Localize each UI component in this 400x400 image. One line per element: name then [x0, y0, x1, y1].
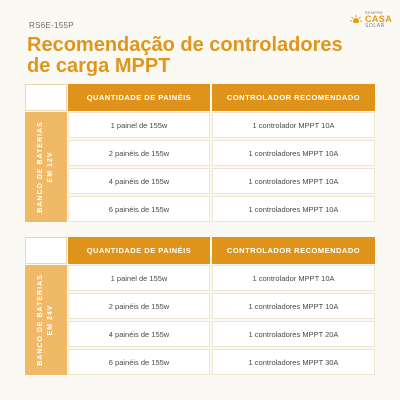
logo-brand-text: CASA	[365, 14, 393, 24]
table-cell-paineis: 4 painéis de 155w	[68, 168, 210, 194]
side-label-line2: EM 12V	[47, 151, 55, 183]
side-label-bank: BANCO DE BATERIAS EM 12V	[25, 112, 67, 222]
table-24v: QUANTIDADE DE PAINÉIS CONTROLADOR RECOME…	[25, 237, 375, 375]
table-corner	[25, 237, 67, 264]
column-header-paineis: QUANTIDADE DE PAINÉIS	[68, 237, 210, 264]
table-cell-controlador: 1 controlador MPPT 10A	[212, 112, 375, 138]
table-cell-controlador: 1 controladores MPPT 20A	[212, 321, 375, 347]
table-cell-paineis: 4 painéis de 155w	[68, 321, 210, 347]
brand-logo: SEMPRE CASA SOLAR	[350, 10, 392, 32]
table-cell-controlador: 1 controladores MPPT 30A	[212, 349, 375, 375]
column-header-controlador: CONTROLADOR RECOMENDADO	[212, 237, 375, 264]
table-cell-paineis: 6 painéis de 155w	[68, 196, 210, 222]
product-code: RS6E-155P	[29, 21, 74, 30]
table-cell-paineis: 1 painel de 155w	[68, 265, 210, 291]
column-header-controlador: CONTROLADOR RECOMENDADO	[212, 84, 375, 111]
page-title: Recomendação de controladores de carga M…	[27, 34, 343, 77]
table-cell-controlador: 1 controladores MPPT 10A	[212, 196, 375, 222]
table-12v: QUANTIDADE DE PAINÉIS CONTROLADOR RECOME…	[25, 84, 375, 222]
table-cell-controlador: 1 controlador MPPT 10A	[212, 265, 375, 291]
table-cell-paineis: 2 painéis de 155w	[68, 293, 210, 319]
side-label-bank: BANCO DE BATERIAS EM 24V	[25, 265, 67, 375]
side-label-line2: EM 24V	[47, 304, 55, 336]
table-cell-controlador: 1 controladores MPPT 10A	[212, 140, 375, 166]
logo-brand-subtext: SOLAR	[365, 23, 385, 29]
table-cell-paineis: 1 painel de 155w	[68, 112, 210, 138]
table-cell-controlador: 1 controladores MPPT 10A	[212, 293, 375, 319]
table-corner	[25, 84, 67, 111]
table-cell-paineis: 2 painéis de 155w	[68, 140, 210, 166]
column-header-paineis: QUANTIDADE DE PAINÉIS	[68, 84, 210, 111]
table-cell-paineis: 6 painéis de 155w	[68, 349, 210, 375]
side-label-line1: BANCO DE BATERIAS	[37, 121, 45, 213]
table-cell-controlador: 1 controladores MPPT 10A	[212, 168, 375, 194]
logo-small-text: SEMPRE	[365, 10, 384, 15]
sun-icon	[350, 15, 362, 25]
side-label-line1: BANCO DE BATERIAS	[37, 274, 45, 366]
